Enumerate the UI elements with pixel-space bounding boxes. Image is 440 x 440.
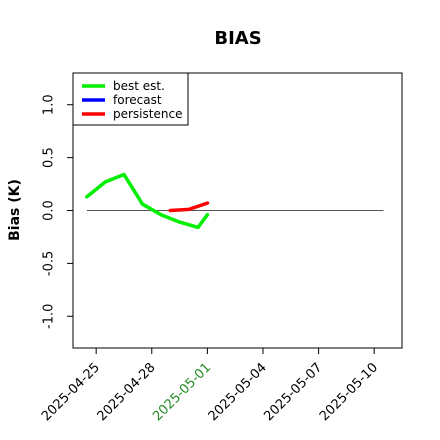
x-tick-label: 2025-04-28: [95, 360, 159, 424]
legend-label-best-est: best est.: [113, 79, 165, 93]
y-tick-label: -0.5: [42, 251, 57, 276]
legend-label-forecast: forecast: [113, 93, 162, 107]
y-tick-label: 0.5: [42, 147, 57, 168]
x-tick-label: 2025-05-10: [317, 360, 381, 424]
chart-title: BIAS: [214, 28, 261, 49]
series-line-best-est: [85, 172, 210, 230]
y-axis-label: Bias (K): [7, 179, 23, 241]
y-tick-label: 1.0: [42, 94, 57, 115]
y-tick-label: -1.0: [42, 304, 57, 329]
x-tick-label: 2025-05-07: [261, 360, 325, 424]
x-tick-label: 2025-04-25: [39, 360, 103, 424]
x-tick-label: 2025-05-01: [150, 360, 214, 424]
plot-marks: -1.0-0.50.00.51.02025-04-252025-04-28202…: [39, 94, 384, 424]
legend-label-persistence: persistence: [113, 107, 182, 121]
series-line-persistence: [168, 201, 210, 213]
y-tick-label: 0.0: [42, 200, 57, 221]
x-tick-label: 2025-05-04: [206, 360, 270, 424]
